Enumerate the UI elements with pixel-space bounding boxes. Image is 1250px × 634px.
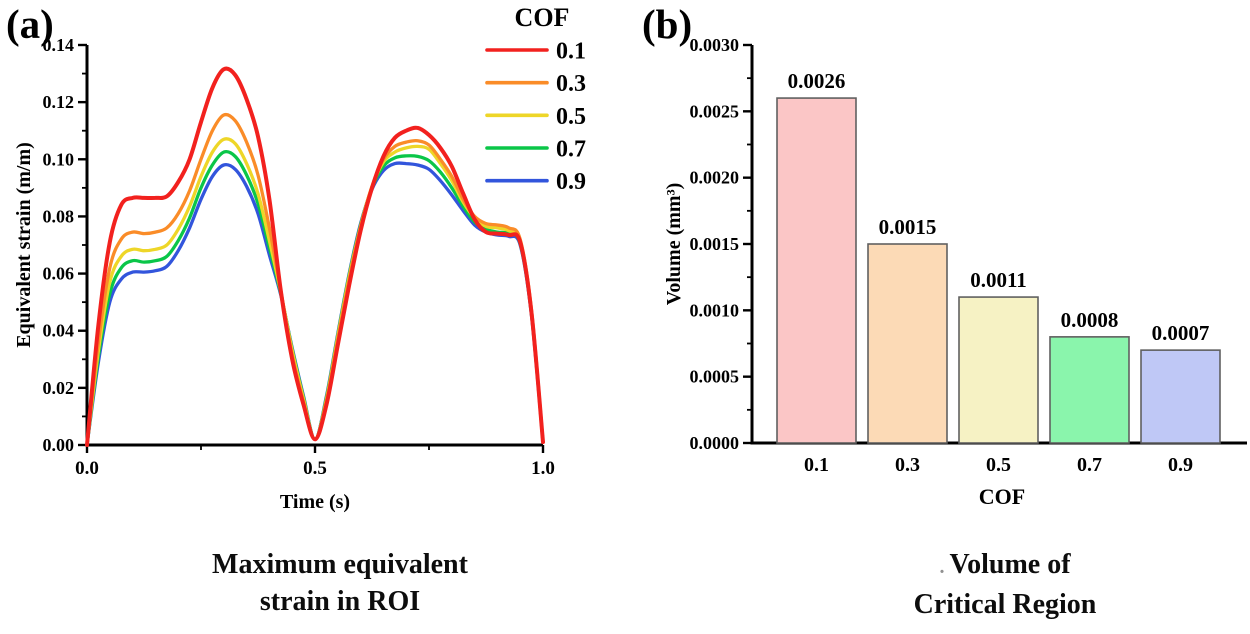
bar-cof-0.5 — [958, 296, 1039, 444]
series-line-cof-0.7 — [85, 149, 545, 447]
series-line-cof-0.1 — [85, 66, 545, 447]
axes-b: 0.0000 0.0005 0.0010 0.0015 0.0020 0.0025 0.00… — [690, 35, 1247, 453]
bar-cof-0.3 — [867, 243, 948, 444]
line-chart-equivalent-strain: 0.00 0.02 0.04 0.06 0.08 0.10 0.12 0.14 0.0 0.5 1.… — [13, 3, 586, 513]
y-tick-label-a: 0.14 — [43, 35, 75, 55]
y-tick-label-b: 0.0020 — [690, 168, 740, 188]
panel-a-label: (a) — [6, 1, 54, 47]
panel-b-caption: . Volume of Critical Region — [795, 546, 1215, 623]
y-tick-label-b: 0.0030 — [690, 35, 740, 55]
x-axis-title-a: Time (s) — [280, 491, 350, 513]
y-tick-label-a: 0.00 — [43, 435, 75, 455]
y-tick-label-a: 0.12 — [43, 92, 75, 112]
bar-value-label: 0.0007 — [1152, 321, 1210, 345]
legend-label-cof-0.1: 0.1 — [556, 39, 586, 65]
y-tick-label-a: 0.10 — [43, 149, 75, 169]
x-tick-label-a: 1.0 — [531, 458, 555, 479]
y-axis-title-b: Volume (mm³) — [663, 183, 685, 305]
y-axis-title-a: Equivalent strain (m/m) — [13, 142, 35, 348]
series-line-cof-0.5 — [85, 137, 545, 447]
bar-value-label: 0.0015 — [879, 215, 937, 239]
legend-label-cof-0.5: 0.5 — [556, 104, 586, 130]
bar-cof-0.1 — [776, 97, 857, 444]
legend-label-cof-0.3: 0.3 — [556, 71, 586, 97]
caption-artifact-dot: . — [939, 556, 945, 578]
y-tick-label-b: 0.0000 — [690, 433, 740, 453]
bar-value-label: 0.0026 — [788, 69, 846, 93]
panel-a-caption-line2: strain in ROI — [259, 586, 421, 617]
bar-value-label: 0.0011 — [970, 268, 1027, 292]
series-lines — [85, 66, 545, 447]
y-tick-label-b: 0.0010 — [690, 300, 740, 320]
y-tick-label-b: 0.0025 — [690, 101, 740, 121]
x-category-label: 0.5 — [986, 454, 1011, 476]
y-tick-label-a: 0.04 — [43, 321, 75, 341]
y-tick-label-b: 0.0015 — [690, 234, 740, 254]
legend-label-cof-0.7: 0.7 — [556, 137, 586, 163]
y-tick-label-a: 0.02 — [43, 378, 75, 398]
bar-value-label: 0.0008 — [1061, 308, 1119, 332]
x-category-label: 0.1 — [804, 454, 829, 476]
x-category-label: 0.9 — [1168, 454, 1193, 476]
panel-a-caption: Maximum equivalent strain in ROI — [130, 546, 550, 620]
panel-a-caption-line1: Maximum equivalent — [212, 549, 468, 580]
bars: 0.0026 0.1 0.0015 0.3 0.0011 0.5 0.0008 0.7 0.00… — [776, 69, 1221, 476]
panel-b-caption-line2: Critical Region — [913, 589, 1097, 620]
x-category-label: 0.3 — [895, 454, 920, 476]
panel-b-label: (b) — [642, 1, 693, 47]
legend: COF 0.1 0.3 0.5 0.7 0.9 — [485, 3, 586, 195]
series-line-cof-0.3 — [85, 112, 545, 447]
bar-chart-critical-region-volume: 0.0000 0.0005 0.0010 0.0015 0.0020 0.0025 0.00… — [663, 35, 1247, 509]
bar-cof-0.9 — [1140, 349, 1221, 444]
panel-b-caption-line1: Volume of — [949, 549, 1071, 580]
y-tick-label-a: 0.06 — [43, 264, 75, 284]
y-tick-label-b: 0.0005 — [690, 367, 740, 387]
y-tick-label-a: 0.08 — [43, 206, 75, 226]
series-line-cof-0.9 — [85, 161, 545, 447]
legend-title: COF — [515, 3, 570, 32]
bar-cof-0.7 — [1049, 336, 1130, 444]
legend-label-cof-0.9: 0.9 — [556, 169, 586, 195]
x-tick-label-a: 0.5 — [303, 458, 327, 479]
x-category-label: 0.7 — [1077, 454, 1102, 476]
x-axis-title-b: COF — [979, 484, 1025, 509]
x-tick-label-a: 0.0 — [75, 458, 99, 479]
